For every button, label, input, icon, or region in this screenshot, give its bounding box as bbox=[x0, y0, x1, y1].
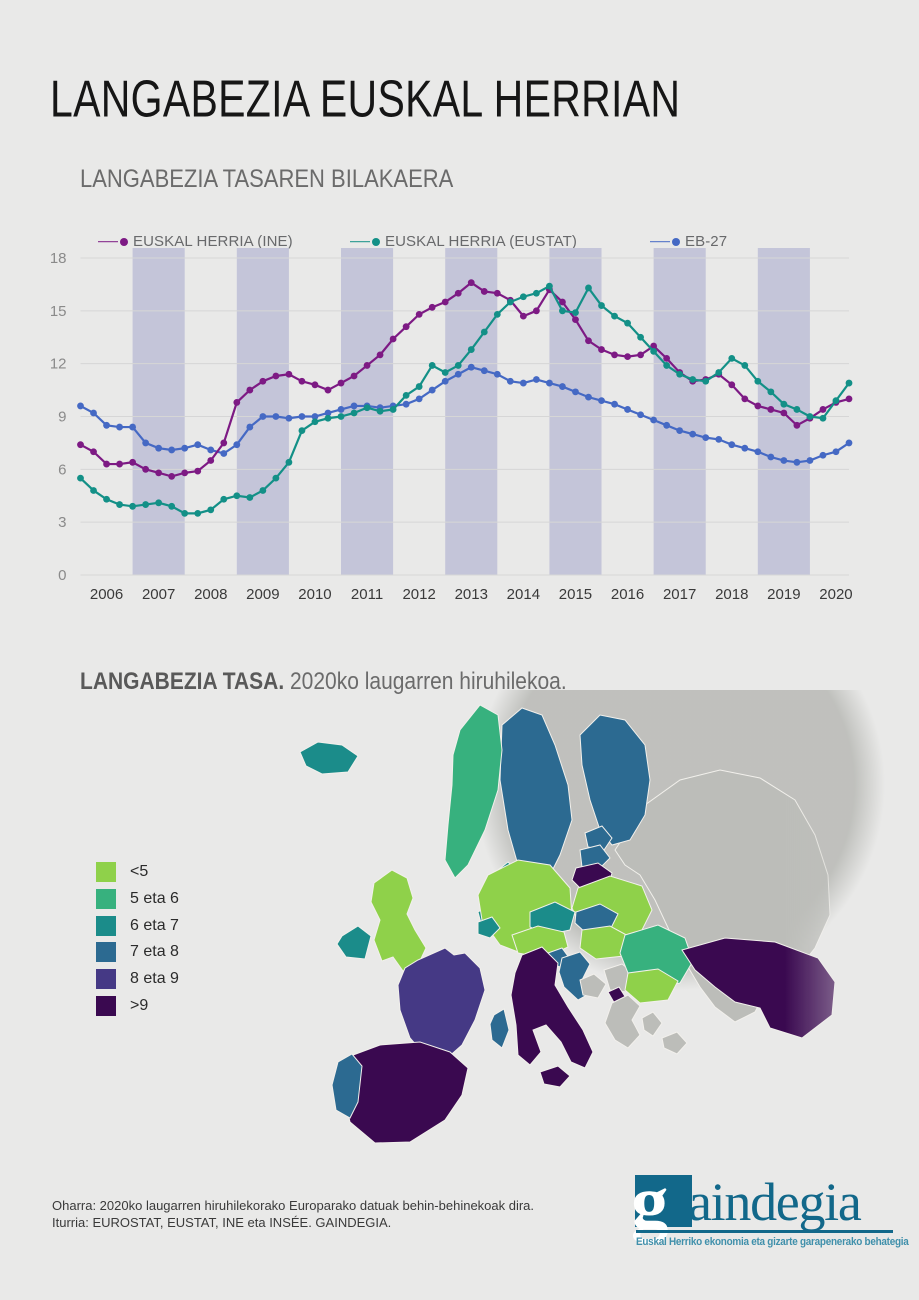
svg-text:2014: 2014 bbox=[507, 586, 540, 603]
svg-text:2008: 2008 bbox=[194, 586, 227, 603]
svg-text:9: 9 bbox=[58, 409, 66, 426]
svg-text:2007: 2007 bbox=[142, 586, 175, 603]
svg-text:2009: 2009 bbox=[246, 586, 279, 603]
svg-text:2018: 2018 bbox=[715, 586, 748, 603]
svg-text:18: 18 bbox=[50, 250, 67, 267]
svg-text:3: 3 bbox=[58, 514, 66, 531]
svg-text:12: 12 bbox=[50, 356, 67, 373]
svg-text:2006: 2006 bbox=[90, 586, 123, 603]
svg-text:2010: 2010 bbox=[298, 586, 331, 603]
svg-text:2019: 2019 bbox=[767, 586, 800, 603]
svg-text:2012: 2012 bbox=[402, 586, 435, 603]
svg-text:0: 0 bbox=[58, 567, 66, 584]
svg-text:6: 6 bbox=[58, 461, 66, 478]
svg-text:2013: 2013 bbox=[455, 586, 488, 603]
svg-text:15: 15 bbox=[50, 303, 67, 320]
svg-text:2020: 2020 bbox=[819, 586, 852, 603]
svg-text:2015: 2015 bbox=[559, 586, 592, 603]
svg-text:2017: 2017 bbox=[663, 586, 696, 603]
svg-text:2011: 2011 bbox=[351, 586, 383, 603]
svg-text:2016: 2016 bbox=[611, 586, 644, 603]
